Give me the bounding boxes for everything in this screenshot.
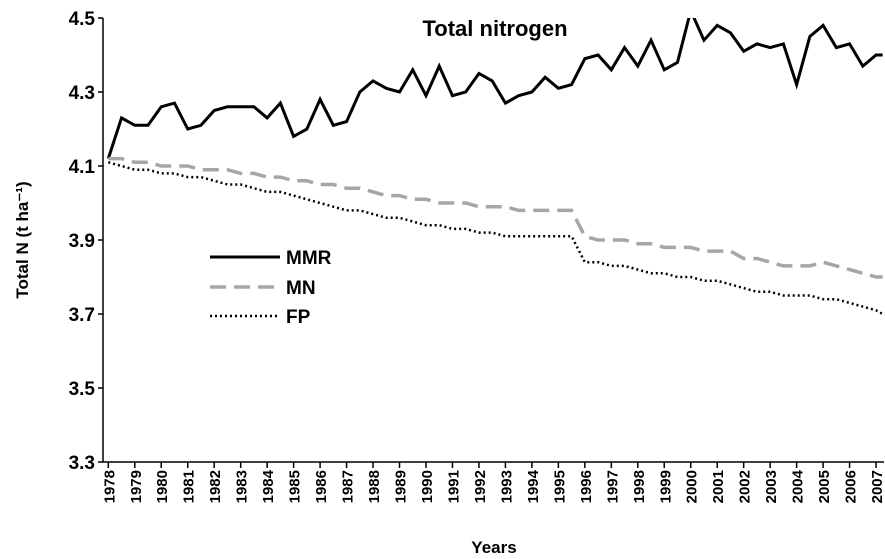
series-line xyxy=(107,161,884,316)
x-tick-label: 1985 xyxy=(287,470,304,503)
x-tick-label: 1994 xyxy=(525,469,542,503)
chart-title: Total nitrogen xyxy=(422,16,567,41)
x-tick-label: 1993 xyxy=(498,470,515,503)
x-tick-label: 2000 xyxy=(684,470,701,503)
y-tick-label: 3.3 xyxy=(69,453,95,474)
x-tick-label: 1987 xyxy=(340,470,357,503)
x-tick-label: 2001 xyxy=(710,470,727,503)
x-tick-label: 1984 xyxy=(260,469,277,503)
x-tick-label: 2005 xyxy=(816,470,833,503)
x-tick-label: 1982 xyxy=(207,470,224,503)
x-tick-label: 2002 xyxy=(737,470,754,503)
x-tick-label: 1988 xyxy=(366,470,383,503)
y-tick-label: 3.7 xyxy=(69,305,95,326)
y-tick-label: 3.5 xyxy=(69,379,96,400)
x-tick-label: 1990 xyxy=(419,470,436,503)
x-tick-label: 1995 xyxy=(551,470,568,503)
x-tick-label: 1983 xyxy=(234,470,251,503)
x-tick-label: 1999 xyxy=(657,470,674,503)
y-tick-label: 4.5 xyxy=(69,9,96,30)
series-line xyxy=(106,18,883,160)
x-tick-label: 1980 xyxy=(154,470,171,503)
legend-label: MMR xyxy=(286,248,332,269)
series-line xyxy=(108,156,883,279)
x-axis-label: Years xyxy=(471,538,516,557)
x-tick-label: 1989 xyxy=(393,470,410,503)
y-axis-label: Total N (t ha⁻¹) xyxy=(13,181,32,298)
x-tick-label: 1981 xyxy=(181,470,198,503)
x-tick-label: 1979 xyxy=(128,470,145,503)
x-tick-label: 1991 xyxy=(445,470,462,503)
x-tick-label: 2003 xyxy=(763,470,780,503)
y-tick-label: 4.1 xyxy=(69,157,96,178)
legend-label: MN xyxy=(286,278,316,299)
x-tick-label: 1978 xyxy=(101,470,118,503)
x-tick-label: 2004 xyxy=(790,469,807,503)
x-tick-label: 1986 xyxy=(313,470,330,503)
legend-label: FP xyxy=(286,307,311,328)
x-tick-label: 1997 xyxy=(604,470,621,503)
x-tick-label: 1998 xyxy=(631,470,648,503)
x-tick-label: 1996 xyxy=(578,470,595,503)
y-tick-label: 4.3 xyxy=(69,83,95,104)
x-tick-label: 2006 xyxy=(843,470,860,503)
y-tick-label: 3.9 xyxy=(69,231,95,252)
x-tick-label: 1992 xyxy=(472,470,489,503)
x-tick-label: 2007 xyxy=(869,470,885,503)
